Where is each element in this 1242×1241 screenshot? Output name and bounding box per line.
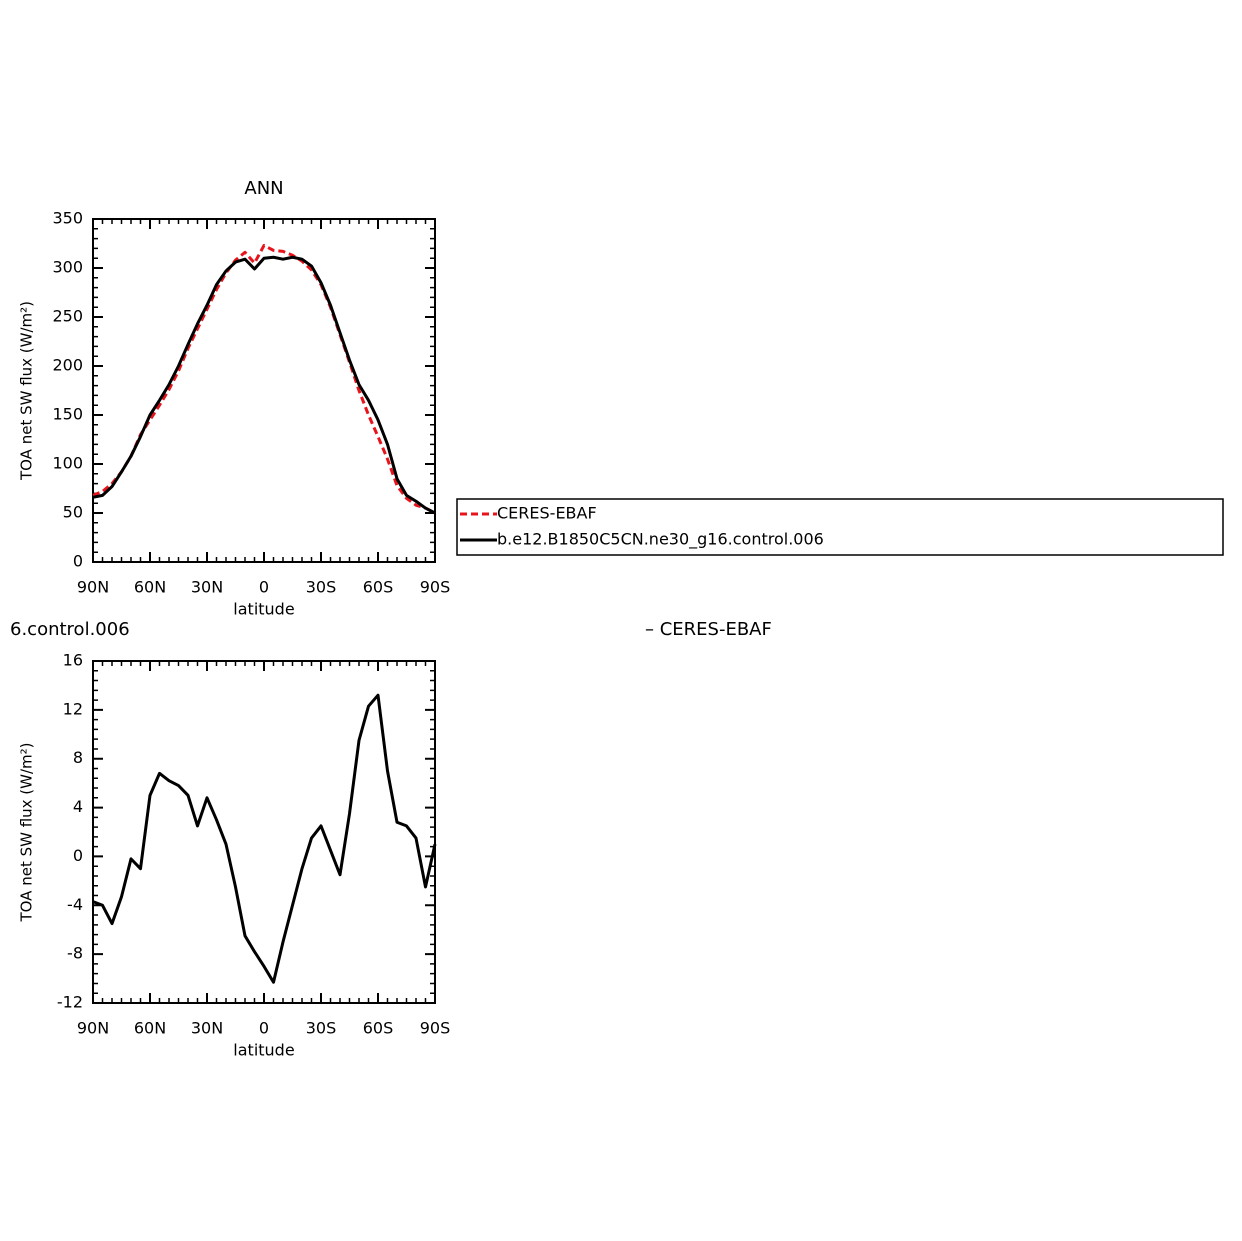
y-tick-label: -12 xyxy=(57,993,83,1012)
x-tick-label: 30N xyxy=(191,578,223,597)
y-tick-label: 4 xyxy=(73,797,83,816)
data-line xyxy=(92,693,437,984)
x-tick-label: 30N xyxy=(191,1019,223,1038)
y-tick-label: 0 xyxy=(73,846,83,865)
y-tick-label: 0 xyxy=(73,552,83,571)
y-tick-label: -8 xyxy=(67,944,83,963)
x-tick-label: 90N xyxy=(77,578,109,597)
annotation: 6.control.006 xyxy=(10,619,130,640)
y-tick-label: 8 xyxy=(73,748,83,767)
x-tick-label: 90S xyxy=(420,1019,451,1038)
y-tick-label: -4 xyxy=(67,895,83,914)
legend-box xyxy=(456,498,1224,556)
y-tick-label: 200 xyxy=(52,356,83,375)
x-tick-label: 30S xyxy=(306,578,337,597)
x-tick-label: 90S xyxy=(420,578,451,597)
y-axis-label: TOA net SW flux (W/m²) xyxy=(18,742,36,922)
x-axis-label: latitude xyxy=(233,600,294,619)
data-line xyxy=(92,243,436,515)
x-tick-label: 0 xyxy=(259,1019,269,1038)
x-tick-label: 60N xyxy=(134,1019,166,1038)
y-tick-label: 16 xyxy=(63,651,83,670)
y-tick-label: 100 xyxy=(52,454,83,473)
annotation: – CERES-EBAF xyxy=(645,619,772,640)
x-tick-label: 60N xyxy=(134,578,166,597)
x-tick-label: 30S xyxy=(306,1019,337,1038)
plot-frame xyxy=(92,218,436,563)
y-axis-label: TOA net SW flux (W/m²) xyxy=(18,301,36,481)
data-line xyxy=(92,255,436,515)
y-tick-label: 12 xyxy=(63,699,83,718)
chart-title: ANN xyxy=(244,178,283,199)
x-axis-label: latitude xyxy=(233,1041,294,1060)
legend-label: b.e12.B1850C5CN.ne30_g16.control.006 xyxy=(497,530,824,550)
y-tick-label: 300 xyxy=(52,258,83,277)
x-tick-label: 60S xyxy=(363,1019,394,1038)
y-tick-label: 250 xyxy=(52,307,83,326)
y-tick-label: 50 xyxy=(63,503,83,522)
x-tick-label: 90N xyxy=(77,1019,109,1038)
x-tick-label: 0 xyxy=(259,578,269,597)
legend-label: CERES-EBAF xyxy=(497,504,597,523)
x-tick-label: 60S xyxy=(363,578,394,597)
y-tick-label: 150 xyxy=(52,405,83,424)
y-tick-label: 350 xyxy=(52,209,83,228)
